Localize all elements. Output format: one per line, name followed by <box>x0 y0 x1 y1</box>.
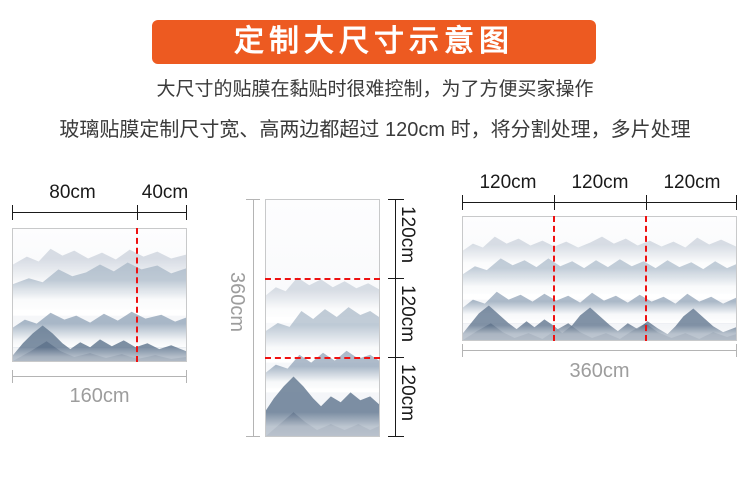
mountain-artwork-middle <box>266 200 379 436</box>
middle-diagram-split-line-2 <box>265 357 380 359</box>
right-diagram-split-line-1 <box>553 216 555 341</box>
description-line-1: 大尺寸的贴膜在黏贴时很难控制，为了方便买家操作 <box>156 79 594 100</box>
mountain-artwork-left <box>13 229 186 361</box>
right-diagram-top-label-1: 120cm <box>479 172 537 193</box>
middle-diagram-left-dimension-line <box>253 199 254 437</box>
right-diagram-tick-end <box>736 195 737 210</box>
middle-diagram-right-label-2: 120cm <box>397 285 418 343</box>
left-diagram-bottom-tick-end <box>186 370 187 383</box>
middle-diagram-right-tick-2 <box>388 357 404 358</box>
left-diagram-top-label-1: 80cm <box>49 182 96 203</box>
left-diagram-top-label-2: 40cm <box>141 182 189 203</box>
left-diagram-bottom-dimension-line <box>12 376 187 377</box>
middle-diagram-right-label-1: 120cm <box>397 206 418 264</box>
left-diagram-tick-middle <box>137 205 138 220</box>
right-diagram-panel <box>462 216 737 341</box>
middle-diagram-panel <box>265 199 380 437</box>
right-diagram-bottom-tick-end <box>736 344 737 357</box>
middle-diagram-right-label-3: 120cm <box>397 364 418 422</box>
middle-diagram-right-tick-top <box>388 199 404 200</box>
right-diagram-bottom-tick-start <box>462 344 463 357</box>
mountain-artwork-right <box>463 217 736 340</box>
middle-diagram-right-tick-bottom <box>388 436 404 437</box>
right-diagram-top-dimension-line <box>462 202 737 203</box>
middle-diagram-left-tick-top <box>246 199 260 200</box>
middle-diagram-right-tick-1 <box>388 278 404 279</box>
left-diagram-top-dimension-line <box>12 212 187 213</box>
right-diagram-tick-2 <box>646 195 647 210</box>
right-diagram-bottom-label: 360cm <box>569 360 630 382</box>
right-diagram-top-label-3: 120cm <box>663 172 721 193</box>
middle-diagram-left-label: 360cm <box>226 272 248 333</box>
left-diagram-panel <box>12 228 187 362</box>
left-diagram-split-line <box>136 228 138 362</box>
right-diagram-split-line-2 <box>645 216 647 341</box>
middle-diagram-split-line-1 <box>265 278 380 280</box>
right-diagram-bottom-dimension-line <box>462 350 737 351</box>
right-diagram-tick-start <box>462 195 463 210</box>
description-line-2: 玻璃贴膜定制尺寸宽、高两边都超过 120cm 时，将分割处理，多片处理 <box>59 119 691 141</box>
middle-diagram-right-dimension-line <box>395 199 396 437</box>
left-diagram-tick-end <box>186 205 187 220</box>
right-diagram-top-label-2: 120cm <box>571 172 629 193</box>
title-banner: 定制大尺寸示意图 <box>152 20 596 64</box>
left-diagram-bottom-tick-start <box>12 370 13 383</box>
page-title: 定制大尺寸示意图 <box>234 25 514 58</box>
left-diagram-bottom-label: 160cm <box>69 385 130 407</box>
right-diagram-tick-1 <box>554 195 555 210</box>
middle-diagram-left-tick-bottom <box>246 436 260 437</box>
left-diagram-tick-start <box>12 205 13 220</box>
